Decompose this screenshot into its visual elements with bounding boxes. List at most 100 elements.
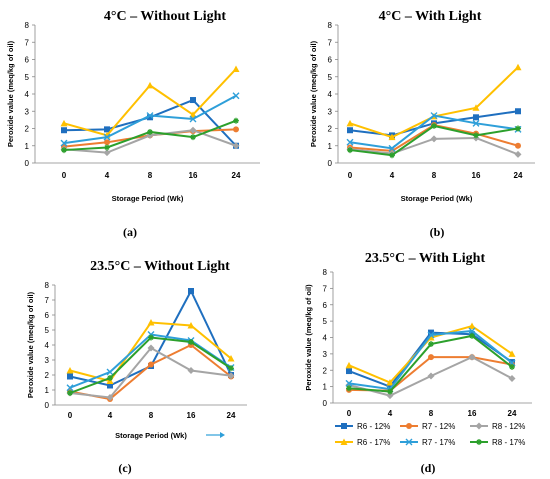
panel-a-title: 4°C – Without Light xyxy=(104,9,227,24)
panel-c-series-1-point xyxy=(107,382,113,389)
panel-b-ytick-label: 2 xyxy=(328,125,333,134)
legend-marker-icon xyxy=(405,438,413,446)
panel-a-series-3-point xyxy=(232,142,240,150)
panel-b-title: 4°C – With Light xyxy=(379,9,482,24)
panel-d-ytick-label: 5 xyxy=(323,317,328,326)
panel-d-ylabel: Peroxide value (meq/kg of oil) xyxy=(304,284,313,391)
panel-d-series-3-point xyxy=(468,353,476,361)
panel-a-series-3-point xyxy=(103,149,111,157)
panel-c: 23.5°C – Without Light (c) 0 1 2 3 4 5 6 7 8 0 4 8 1… xyxy=(26,259,247,475)
panel-b-ytick-label: 7 xyxy=(328,38,333,47)
panel-d: 23.5°C – With Light (d) 0 1 2 3 4 5 6 7 8 0 4 8 16 24… xyxy=(304,251,532,475)
panel-c-series-3-point xyxy=(147,344,155,352)
panel-a-series-2-point xyxy=(104,139,110,146)
panel-a-series-4-point xyxy=(146,81,154,89)
panel-b-ytick-label: 0 xyxy=(328,159,333,168)
panel-b-series-2-point xyxy=(515,142,521,149)
panel-a-xtick-label: 24 xyxy=(232,171,241,180)
panel-c-ylabel: Peroxide value (meq/kg of oil) xyxy=(26,291,35,398)
legend-marker-icon xyxy=(340,438,348,445)
panel-a-series-4-point xyxy=(60,119,68,127)
panel-c-xlabel-arrowhead xyxy=(220,432,225,438)
panel-c-ytick-label: 6 xyxy=(45,311,50,320)
panel-c-series-2-point xyxy=(148,361,154,368)
legend-label: R6 - 12% xyxy=(357,422,390,431)
panel-b-series-1-point xyxy=(347,127,353,134)
panel-d-ytick-label: 1 xyxy=(323,383,328,392)
panel-a-series-6-point xyxy=(147,128,153,135)
panel-a-xtick-label: 4 xyxy=(105,171,110,180)
legend-marker-icon xyxy=(406,423,412,429)
panel-b-series-5-point xyxy=(430,112,438,120)
panel-a-series-6-point xyxy=(190,134,196,141)
panel-a-ytick-label: 5 xyxy=(25,73,30,82)
panel-a-series-line-4 xyxy=(63,68,237,137)
legend-label: R6 - 17% xyxy=(357,438,390,447)
panel-c-series-6-point xyxy=(67,390,73,396)
panel-a-series-3-point xyxy=(189,126,197,134)
panel-c-ytick-label: 5 xyxy=(45,326,50,335)
panel-d-xtick-label: 4 xyxy=(388,409,393,418)
panel-c-xtick-label: 0 xyxy=(68,411,73,420)
panel-a-ytick-label: 3 xyxy=(25,107,30,116)
panel-c-series-6-point xyxy=(148,334,154,341)
panel-a-series-5-point xyxy=(60,139,68,147)
panel-a-series-1-point xyxy=(61,127,67,134)
panel-d-series-5-point xyxy=(427,331,435,339)
panel-a-ytick-label: 8 xyxy=(25,21,30,30)
panel-a-series-5-point xyxy=(103,133,111,141)
panel-d-series-5-point xyxy=(345,379,353,387)
panel-c-series-4-point xyxy=(147,319,155,326)
panel-b-series-6-point xyxy=(473,132,479,139)
panel-b-label: (b) xyxy=(430,225,445,239)
panel-a-ytick-label: 7 xyxy=(25,38,30,47)
panel-d-series-2-point xyxy=(428,354,434,361)
panel-c-series-4-point xyxy=(66,367,74,374)
panel-b-series-5-point xyxy=(346,138,354,146)
panel-c-series-4-point xyxy=(227,355,235,362)
panel-c-series-3-point xyxy=(227,372,235,380)
legend-marker-icon xyxy=(341,423,347,429)
panel-d-xtick-label: 8 xyxy=(429,409,434,418)
panel-b-series-4-point xyxy=(346,119,354,127)
panel-c-xtick-label: 4 xyxy=(108,411,113,420)
legend-marker-icon xyxy=(476,439,482,445)
panel-d-series-6-point xyxy=(428,341,434,348)
legend-label: R7 - 12% xyxy=(422,422,455,431)
panel-c-ytick-label: 1 xyxy=(45,386,50,395)
panel-d-series-5-point xyxy=(468,327,476,335)
panel-b-xtick-label: 4 xyxy=(390,171,395,180)
panel-d-xtick-label: 16 xyxy=(468,409,477,418)
panel-a: 4°C – Without Light (a) 0 1 2 3 4 5 6 7 8 0 4 8 16 24… xyxy=(6,9,260,239)
panel-d-ytick-label: 0 xyxy=(323,399,328,408)
panel-c-series-6-point xyxy=(228,365,234,372)
panel-a-series-6-point xyxy=(61,147,67,154)
panel-a-series-4-point xyxy=(232,65,240,72)
panel-d-series-3-point xyxy=(427,372,435,380)
panel-a-ytick-label: 2 xyxy=(25,125,30,134)
panel-d-series-6-point xyxy=(346,385,352,392)
panel-d-series-3-point xyxy=(386,392,394,400)
panel-b-xtick-label: 16 xyxy=(472,171,481,180)
legend-marker-icon xyxy=(475,422,483,430)
panel-d-ytick-label: 3 xyxy=(323,350,328,359)
panel-a-series-5-point xyxy=(189,115,197,123)
panel-b-series-6-point xyxy=(515,125,521,132)
panel-c-series-5-point xyxy=(66,384,74,392)
panel-c-ytick-label: 0 xyxy=(45,401,50,410)
panel-d-series-3-point xyxy=(508,374,516,382)
panel-a-xlabel: Storage Period (Wk) xyxy=(112,194,184,203)
panel-d-series-1-point xyxy=(387,383,393,390)
panel-b-series-4-point xyxy=(514,63,522,71)
panel-b-series-4-point xyxy=(388,133,396,141)
panel-c-series-4-point xyxy=(187,322,195,329)
panel-a-series-2-point xyxy=(233,126,239,133)
panel-a-series-5-point xyxy=(146,112,154,120)
panel-d-title: 23.5°C – With Light xyxy=(365,251,486,266)
panel-c-series-line-5 xyxy=(69,333,232,389)
panel-d-series-1-point xyxy=(346,368,352,375)
panel-a-ytick-label: 1 xyxy=(25,142,30,151)
panel-d-label: (d) xyxy=(421,461,436,475)
panel-d-xtick-label: 24 xyxy=(508,409,517,418)
